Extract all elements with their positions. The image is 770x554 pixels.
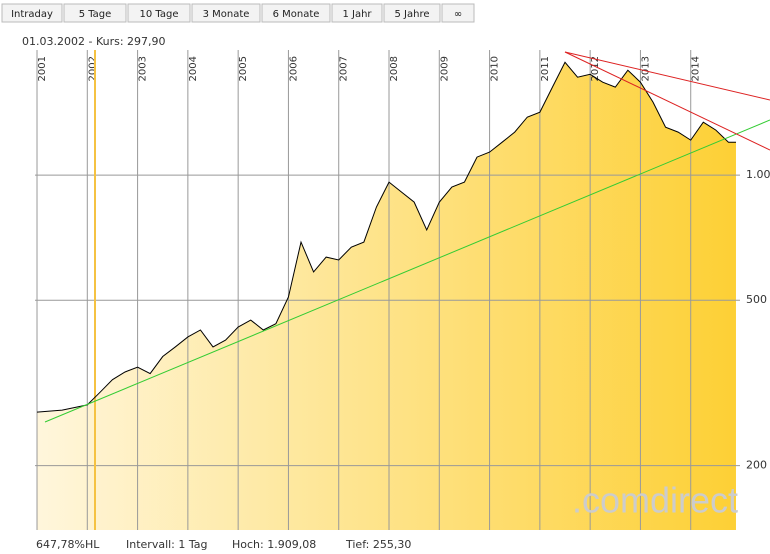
x-tick-label: 2004: [188, 56, 199, 81]
x-tick-label: 2013: [640, 56, 651, 81]
tab-label[interactable]: 6 Monate: [273, 9, 320, 20]
tab-label[interactable]: 5 Jahre: [395, 9, 430, 20]
x-tick-label: 2007: [339, 56, 350, 81]
footer: 647,78%HL Intervall: 1 Tag Hoch: 1.909,08 T…: [36, 538, 411, 551]
footer-stat: 647,78%HL: [36, 538, 100, 551]
x-tick-label: 2005: [238, 56, 249, 81]
trend-lines: [44, 51, 770, 423]
tab-label[interactable]: 5 Tage: [79, 9, 112, 20]
x-tick-label: 2006: [288, 56, 299, 81]
y-tick-label: 500: [746, 293, 767, 306]
tab[interactable]: [191, 3, 261, 23]
tab[interactable]: [63, 3, 127, 23]
footer-stat: Hoch: 1.909,08: [232, 538, 316, 551]
tab-label[interactable]: ∞: [454, 9, 462, 20]
tab[interactable]: [261, 3, 331, 23]
trend-line: [564, 51, 770, 151]
x-tick-label: 2009: [439, 56, 450, 81]
y-tick-label: 200: [746, 459, 767, 472]
trend-line: [44, 119, 770, 423]
watermark: .comdirect: [572, 480, 738, 521]
tab-label[interactable]: 1 Jahr: [342, 9, 372, 20]
x-tick-label: 2010: [490, 56, 501, 81]
tab-label[interactable]: 3 Monate: [203, 9, 250, 20]
footer-stat: Tief: 255,30: [345, 538, 411, 551]
tab[interactable]: [441, 3, 475, 23]
tab[interactable]: [383, 3, 441, 23]
tab[interactable]: [127, 3, 191, 23]
trend-line: [564, 51, 770, 101]
area-fill: [37, 62, 736, 530]
x-tick-label: 2014: [691, 56, 702, 81]
x-tick-label: 2008: [389, 56, 400, 81]
tab[interactable]: [1, 3, 63, 23]
plot-area: 2001 2002 2003 2004 2005 2006 2007 2008 2009 2010…: [35, 50, 770, 530]
tab-bar: Intraday 5 Tage 10 Tage 3 Monate 6 Monate 1 J…: [1, 3, 475, 23]
tab-label[interactable]: 10 Tage: [140, 9, 179, 20]
x-tick-label: 2011: [540, 56, 551, 81]
x-tick-label: 2012: [590, 56, 601, 81]
x-tick-label: 2001: [37, 56, 48, 81]
footer-stat: Intervall: 1 Tag: [126, 538, 208, 551]
header-info: 01.03.2002 - Kurs: 297,90: [22, 35, 166, 48]
tab[interactable]: [331, 3, 383, 23]
x-tick-label: 2002: [87, 56, 98, 81]
tab-label[interactable]: Intraday: [11, 9, 53, 20]
price-line: [36, 61, 736, 413]
y-tick-label: 1.000: [746, 168, 770, 181]
x-tick-label: 2003: [138, 56, 149, 81]
